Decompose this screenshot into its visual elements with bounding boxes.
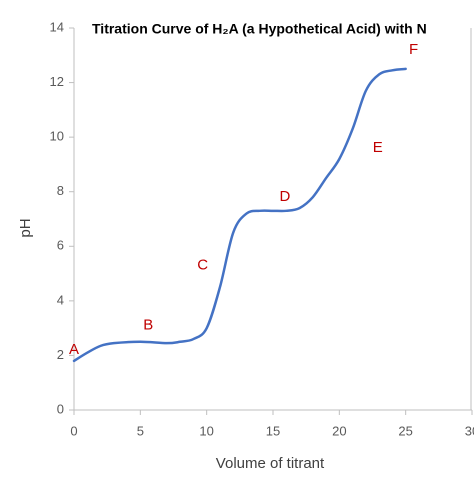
x-tick-label: 15 [266, 423, 280, 438]
y-tick-label: 8 [57, 183, 64, 198]
annotation: B [143, 316, 153, 333]
y-tick-label: 4 [57, 292, 64, 307]
x-tick-label: 30 [465, 423, 474, 438]
annotation: A [69, 341, 79, 358]
y-tick-label: 10 [50, 129, 64, 144]
x-tick-label: 10 [199, 423, 213, 438]
y-tick-label: 14 [50, 19, 64, 34]
y-tick-label: 6 [57, 238, 64, 253]
annotation: C [197, 256, 208, 273]
x-tick-label: 25 [398, 423, 412, 438]
y-tick-label: 12 [50, 74, 64, 89]
y-tick-label: 2 [57, 347, 64, 362]
y-tick-label: 0 [57, 401, 64, 416]
x-tick-label: 0 [70, 423, 77, 438]
x-tick-label: 5 [137, 423, 144, 438]
y-axis-label: pH [17, 218, 34, 237]
x-axis-label: Volume of titrant [216, 455, 325, 472]
x-tick-label: 20 [332, 423, 346, 438]
data-line [72, 67, 407, 363]
annotation: D [280, 188, 291, 205]
chart-title: Titration Curve of H₂A (a Hypothetical A… [92, 21, 427, 37]
annotation: F [409, 41, 418, 58]
annotation: E [373, 139, 383, 156]
